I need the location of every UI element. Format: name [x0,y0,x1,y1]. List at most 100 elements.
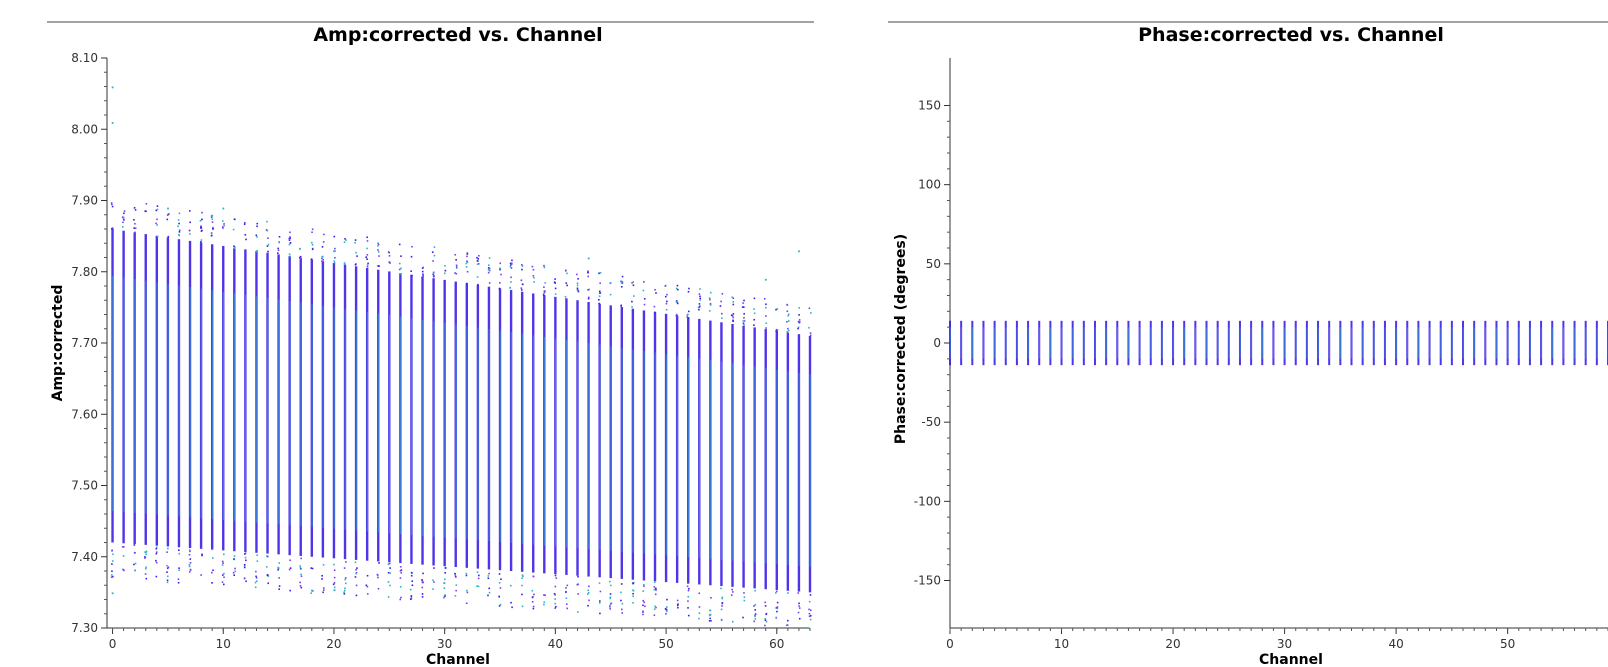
amp-point [133,219,135,221]
amp-point [587,271,589,274]
amp-point [721,602,724,604]
amp-point [145,203,148,205]
amp-point [234,218,236,221]
amp-point [466,253,469,255]
amp-point [654,593,657,596]
amp-point [343,567,346,569]
amp-point [310,592,312,594]
amp-point [808,627,810,630]
amp-y-tick-label: 7.90 [71,194,98,208]
amp-point [510,267,513,269]
amp-point [366,236,368,239]
amp-channel-band-overlay [300,302,302,527]
amp-point [400,596,402,599]
amp-y-tick-label: 7.60 [71,407,98,421]
amp-point [244,556,247,559]
amp-point [322,258,324,261]
amp-point [134,231,136,234]
amp-point [398,268,401,271]
amp-point [111,205,114,208]
amp-point [763,297,766,300]
amp-point [765,322,767,325]
amp-point [620,280,622,283]
amp-channel-band-overlay [388,315,391,534]
amp-point [454,253,457,256]
amp-point [421,579,424,582]
phase-channel-band-overlay [1083,327,1085,359]
amp-point [566,584,569,587]
amp-point [344,238,346,240]
amp-channel-band-overlay [477,327,479,541]
phase-channel-band-overlay [1161,327,1163,359]
amp-plot-title: Amp:corrected vs. Channel [313,24,602,46]
amp-point [166,218,169,221]
amp-point [654,311,656,314]
amp-point [233,574,235,577]
amp-channel-band-overlay [643,350,645,554]
amp-point [243,566,246,569]
amp-point [543,603,545,606]
amp-point [511,606,513,609]
amp-point [389,584,391,587]
amp-point [499,262,502,265]
amp-point [256,236,258,238]
amp-point [311,567,314,570]
amp-point [266,555,268,557]
amp-point [387,581,390,583]
phase-channel-band-overlay [1328,327,1330,359]
amp-point [620,591,622,594]
amp-point [111,563,113,565]
amp-channel-band-overlay [399,316,402,535]
amp-point [201,553,203,556]
amp-point [653,586,656,588]
amp-point [134,569,136,572]
phase-channel-band-overlay [1440,327,1442,359]
amp-point [599,271,602,274]
amp-point [632,281,634,283]
amp-point [808,612,811,615]
amp-point [454,272,456,274]
amp-point [488,591,491,594]
amp-point [599,600,601,602]
phase-channel-band-overlay [1105,327,1107,359]
amp-point [311,228,314,231]
amp-point [121,216,124,218]
phase-channel-band-overlay [1596,327,1598,359]
amp-point [599,282,601,284]
amp-outlier-point [111,86,114,89]
amp-point [122,221,124,224]
amp-channel-band-overlay [709,360,712,559]
amp-point [454,575,457,577]
amp-point [521,283,524,286]
amp-point [620,583,623,585]
amp-point [609,604,611,607]
amp-point [366,240,369,242]
amp-point [554,278,556,280]
amp-point [387,563,390,566]
amp-point [787,624,789,626]
amp-point [155,222,157,225]
amp-scatter-points [110,86,812,630]
amp-point [609,597,612,600]
amp-point [189,221,191,224]
amp-point [422,273,424,276]
amp-point [422,572,424,575]
phase-channel-band-overlay [983,327,985,359]
amp-point [134,209,137,211]
amp-point [476,259,479,262]
amp-point [200,574,202,576]
amp-point [355,568,357,571]
amp-point [598,298,600,301]
amp-x-tick-label: 10 [216,637,231,651]
amp-point [477,577,480,580]
amp-point [488,264,490,266]
amp-channel-band-overlay [566,340,568,548]
amp-point [487,577,490,580]
amp-channel-band-overlay [499,330,501,543]
amp-point [166,551,168,553]
amp-point [156,218,158,221]
amp-point [531,265,534,268]
amp-point [410,595,413,598]
amp-point [478,254,480,257]
amp-point [199,219,202,222]
